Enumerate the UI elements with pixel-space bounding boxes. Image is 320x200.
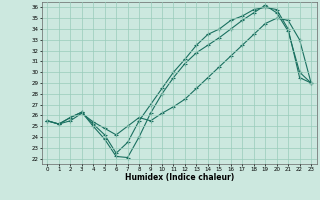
X-axis label: Humidex (Indice chaleur): Humidex (Indice chaleur) — [124, 173, 234, 182]
